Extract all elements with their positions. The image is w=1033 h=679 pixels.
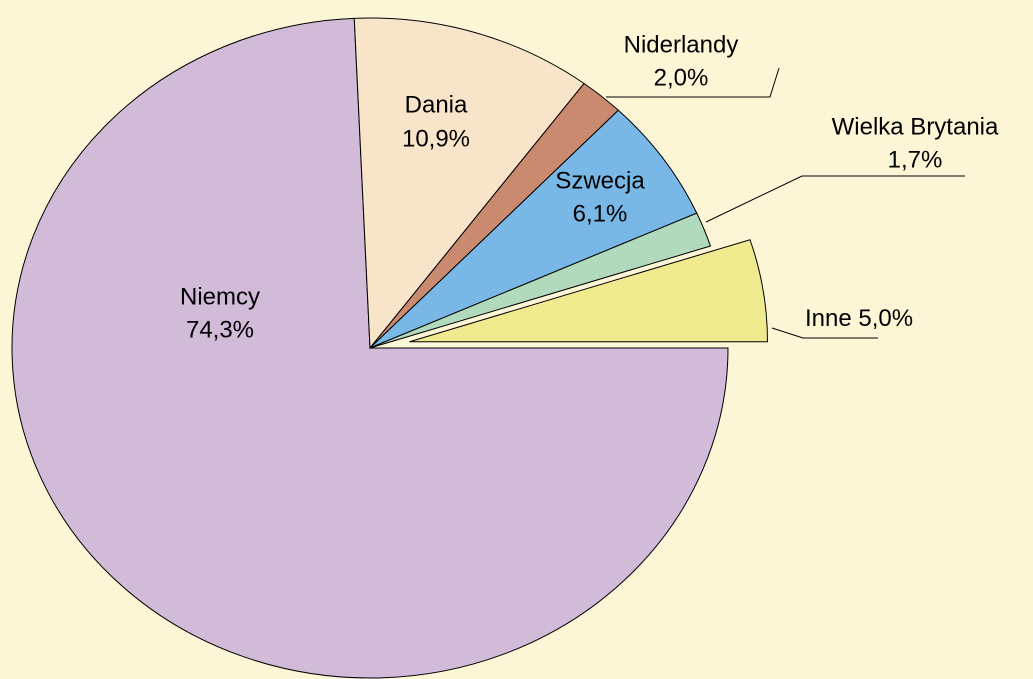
slice-value-label: 10,9%	[402, 125, 470, 152]
slice-label: Niderlandy	[624, 31, 739, 58]
slice-label: Dania	[405, 91, 468, 118]
leader-line	[606, 67, 780, 98]
slice-value-label: 6,1%	[573, 200, 628, 227]
pie-slice	[369, 109, 698, 349]
slice-value-label: 5,0%	[858, 305, 913, 332]
slice-value-label: 74,3%	[186, 316, 254, 343]
pie-slice	[353, 17, 585, 350]
slice-label: Inne	[805, 305, 852, 332]
slice-label-group: Inne 5,0%	[805, 305, 913, 332]
pie-slice	[369, 212, 712, 349]
slice-value-label: 2,0%	[654, 64, 709, 91]
slice-label: Szwecja	[555, 167, 645, 194]
leader-line	[705, 175, 965, 223]
slice-label: Niemcy	[180, 283, 260, 310]
slice-value-label: 1,7%	[888, 146, 943, 173]
pie-slice	[409, 239, 769, 343]
slice-label: Wielka Brytania	[832, 113, 999, 140]
leader-line	[771, 327, 878, 339]
